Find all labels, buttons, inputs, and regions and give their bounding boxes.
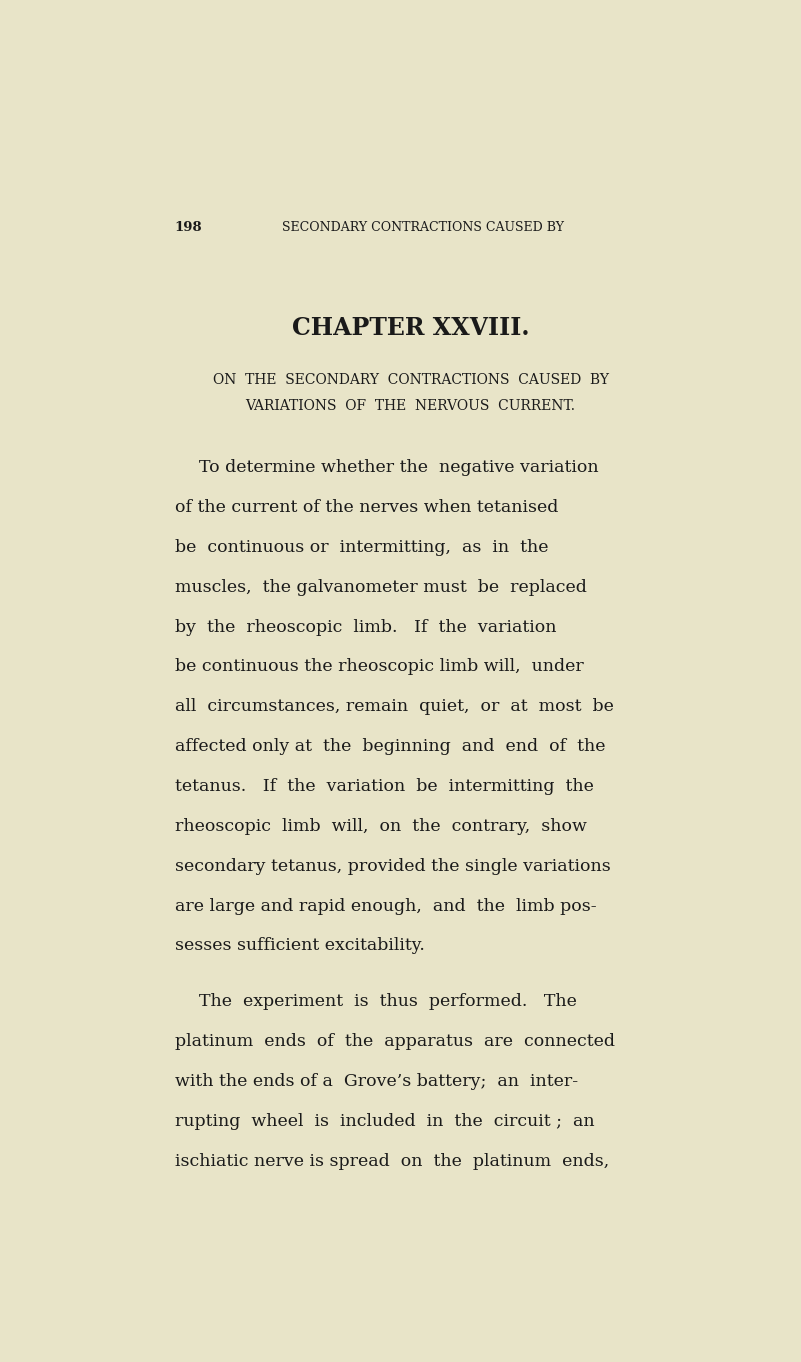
Text: rheoscopic  limb  will,  on  the  contrary,  show: rheoscopic limb will, on the contrary, s…	[175, 817, 586, 835]
Text: SECONDARY CONTRACTIONS CAUSED BY: SECONDARY CONTRACTIONS CAUSED BY	[282, 221, 564, 234]
Text: all  circumstances, remain  quiet,  or  at  most  be: all circumstances, remain quiet, or at m…	[175, 699, 614, 715]
Text: VARIATIONS  OF  THE  NERVOUS  CURRENT.: VARIATIONS OF THE NERVOUS CURRENT.	[246, 399, 575, 414]
Text: To determine whether the  negative variation: To determine whether the negative variat…	[199, 459, 599, 477]
Text: of the current of the nerves when tetanised: of the current of the nerves when tetani…	[175, 498, 558, 516]
Text: affected only at  the  beginning  and  end  of  the: affected only at the beginning and end o…	[175, 738, 605, 755]
Text: CHAPTER XXVIII.: CHAPTER XXVIII.	[292, 316, 529, 339]
Text: by  the  rheoscopic  limb.   If  the  variation: by the rheoscopic limb. If the variation	[175, 618, 556, 636]
Text: sesses sufficient excitability.: sesses sufficient excitability.	[175, 937, 425, 955]
Text: be  continuous or  intermitting,  as  in  the: be continuous or intermitting, as in the	[175, 539, 548, 556]
Text: are large and rapid enough,  and  the  limb pos-: are large and rapid enough, and the limb…	[175, 898, 596, 914]
Text: platinum  ends  of  the  apparatus  are  connected: platinum ends of the apparatus are conne…	[175, 1032, 614, 1050]
Text: with the ends of a  Grove’s battery;  an  inter-: with the ends of a Grove’s battery; an i…	[175, 1073, 578, 1090]
Text: tetanus.   If  the  variation  be  intermitting  the: tetanus. If the variation be intermittin…	[175, 778, 594, 795]
Text: rupting  wheel  is  included  in  the  circuit ;  an: rupting wheel is included in the circuit…	[175, 1113, 594, 1129]
Text: secondary tetanus, provided the single variations: secondary tetanus, provided the single v…	[175, 858, 610, 874]
Text: ischiatic nerve is spread  on  the  platinum  ends,: ischiatic nerve is spread on the platinu…	[175, 1152, 609, 1170]
Text: be continuous the rheoscopic limb will,  under: be continuous the rheoscopic limb will, …	[175, 658, 583, 676]
Text: 198: 198	[175, 221, 202, 234]
Text: ON  THE  SECONDARY  CONTRACTIONS  CAUSED  BY: ON THE SECONDARY CONTRACTIONS CAUSED BY	[212, 373, 609, 387]
Text: The  experiment  is  thus  performed.   The: The experiment is thus performed. The	[199, 993, 578, 1011]
Text: muscles,  the galvanometer must  be  replaced: muscles, the galvanometer must be replac…	[175, 579, 586, 595]
